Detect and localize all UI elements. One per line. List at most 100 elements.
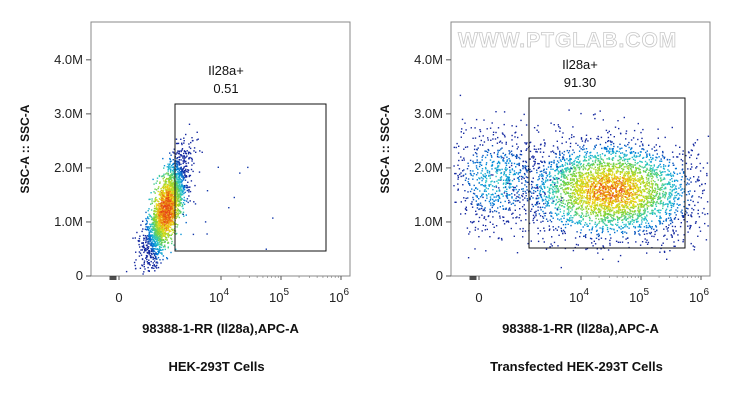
scatter-point — [590, 170, 592, 172]
scatter-point — [163, 245, 165, 248]
scatter-point — [178, 212, 180, 215]
scatter-point — [176, 216, 178, 218]
scatter-point — [625, 212, 627, 215]
scatter-point — [642, 170, 645, 172]
scatter-point — [543, 212, 545, 215]
scatter-point — [616, 204, 619, 206]
scatter-point — [168, 221, 171, 223]
scatter-point — [561, 172, 563, 174]
scatter-point — [569, 154, 571, 156]
scatter-point — [575, 182, 577, 184]
scatter-point — [555, 153, 557, 155]
scatter-point — [526, 189, 528, 191]
scatter-point — [667, 198, 669, 201]
scatter-point — [171, 199, 174, 202]
scatter-point — [181, 176, 183, 178]
scatter-point — [605, 165, 607, 167]
scatter-point — [604, 174, 606, 177]
scatter-point — [563, 191, 565, 194]
scatter-point — [198, 171, 201, 173]
scatter-point — [162, 226, 164, 228]
scatter-point — [622, 198, 624, 200]
scatter-point — [171, 214, 174, 216]
scatter-point — [676, 210, 679, 212]
scatter-point — [557, 177, 559, 179]
scatter-point — [579, 203, 581, 205]
scatter-points — [453, 94, 710, 269]
scatter-point — [602, 230, 604, 232]
scatter-point — [162, 233, 164, 235]
scatter-point — [190, 157, 193, 159]
scatter-point — [635, 205, 637, 207]
scatter-point — [602, 190, 604, 192]
scatter-point — [580, 216, 582, 218]
scatter-point — [647, 173, 649, 175]
scatter-point — [158, 174, 161, 177]
scatter-point — [175, 189, 178, 192]
scatter-point — [604, 186, 607, 188]
scatter-point — [183, 161, 185, 163]
scatter-point — [574, 211, 576, 213]
scatter-point — [175, 213, 178, 216]
scatter-point — [619, 165, 621, 167]
scatter-point — [680, 189, 682, 191]
scatter-point — [167, 174, 169, 176]
scatter-point — [592, 156, 594, 158]
scatter-point — [183, 169, 186, 172]
scatter-point — [665, 218, 668, 220]
scatter-point — [621, 194, 623, 197]
scatter-point — [618, 204, 621, 206]
scatter-point — [144, 268, 146, 270]
scatter-point — [620, 164, 622, 166]
scatter-point — [148, 251, 151, 253]
scatter-point — [125, 270, 128, 273]
scatter-point — [160, 213, 162, 216]
scatter-point — [630, 175, 632, 177]
scatter-point — [189, 156, 191, 159]
scatter-point — [565, 167, 567, 169]
scatter-point — [169, 157, 171, 160]
scatter-point — [162, 157, 164, 160]
scatter-point — [577, 194, 579, 197]
scatter-point — [618, 127, 620, 130]
scatter-point — [609, 194, 611, 196]
scatter-point — [690, 163, 693, 165]
scatter-point — [639, 160, 641, 163]
scatter-point — [678, 197, 680, 199]
scatter-point — [666, 228, 668, 230]
scatter-point — [173, 244, 175, 246]
scatter-point — [588, 165, 590, 167]
scatter-point — [629, 152, 632, 155]
gate-rectangle[interactable] — [174, 103, 327, 252]
scatter-point — [699, 185, 701, 187]
scatter-point — [169, 224, 171, 226]
scatter-point — [166, 224, 168, 226]
scatter-point — [178, 190, 180, 193]
scatter-point — [167, 235, 169, 237]
scatter-point — [536, 171, 538, 174]
scatter-point — [151, 241, 154, 243]
scatter-point — [170, 200, 172, 202]
scatter-point — [165, 206, 167, 209]
scatter-point — [598, 186, 601, 188]
scatter-point — [179, 183, 181, 185]
scatter-point — [171, 180, 173, 182]
scatter-point — [145, 217, 147, 220]
scatter-point — [645, 169, 647, 171]
scatter-point — [590, 184, 592, 186]
scatter-point — [595, 159, 597, 161]
scatter-point — [161, 190, 164, 193]
scatter-point — [632, 173, 634, 176]
scatter-point — [661, 186, 663, 188]
scatter-point — [182, 176, 184, 178]
scatter-point — [182, 170, 184, 173]
scatter-point — [572, 175, 575, 177]
scatter-point — [637, 204, 639, 206]
scatter-point — [638, 189, 640, 191]
scatter-point — [639, 226, 641, 228]
scatter-point — [171, 175, 173, 177]
scatter-point — [162, 196, 164, 198]
scatter-point — [163, 183, 166, 185]
scatter-point — [600, 203, 602, 205]
scatter-point — [524, 168, 527, 170]
